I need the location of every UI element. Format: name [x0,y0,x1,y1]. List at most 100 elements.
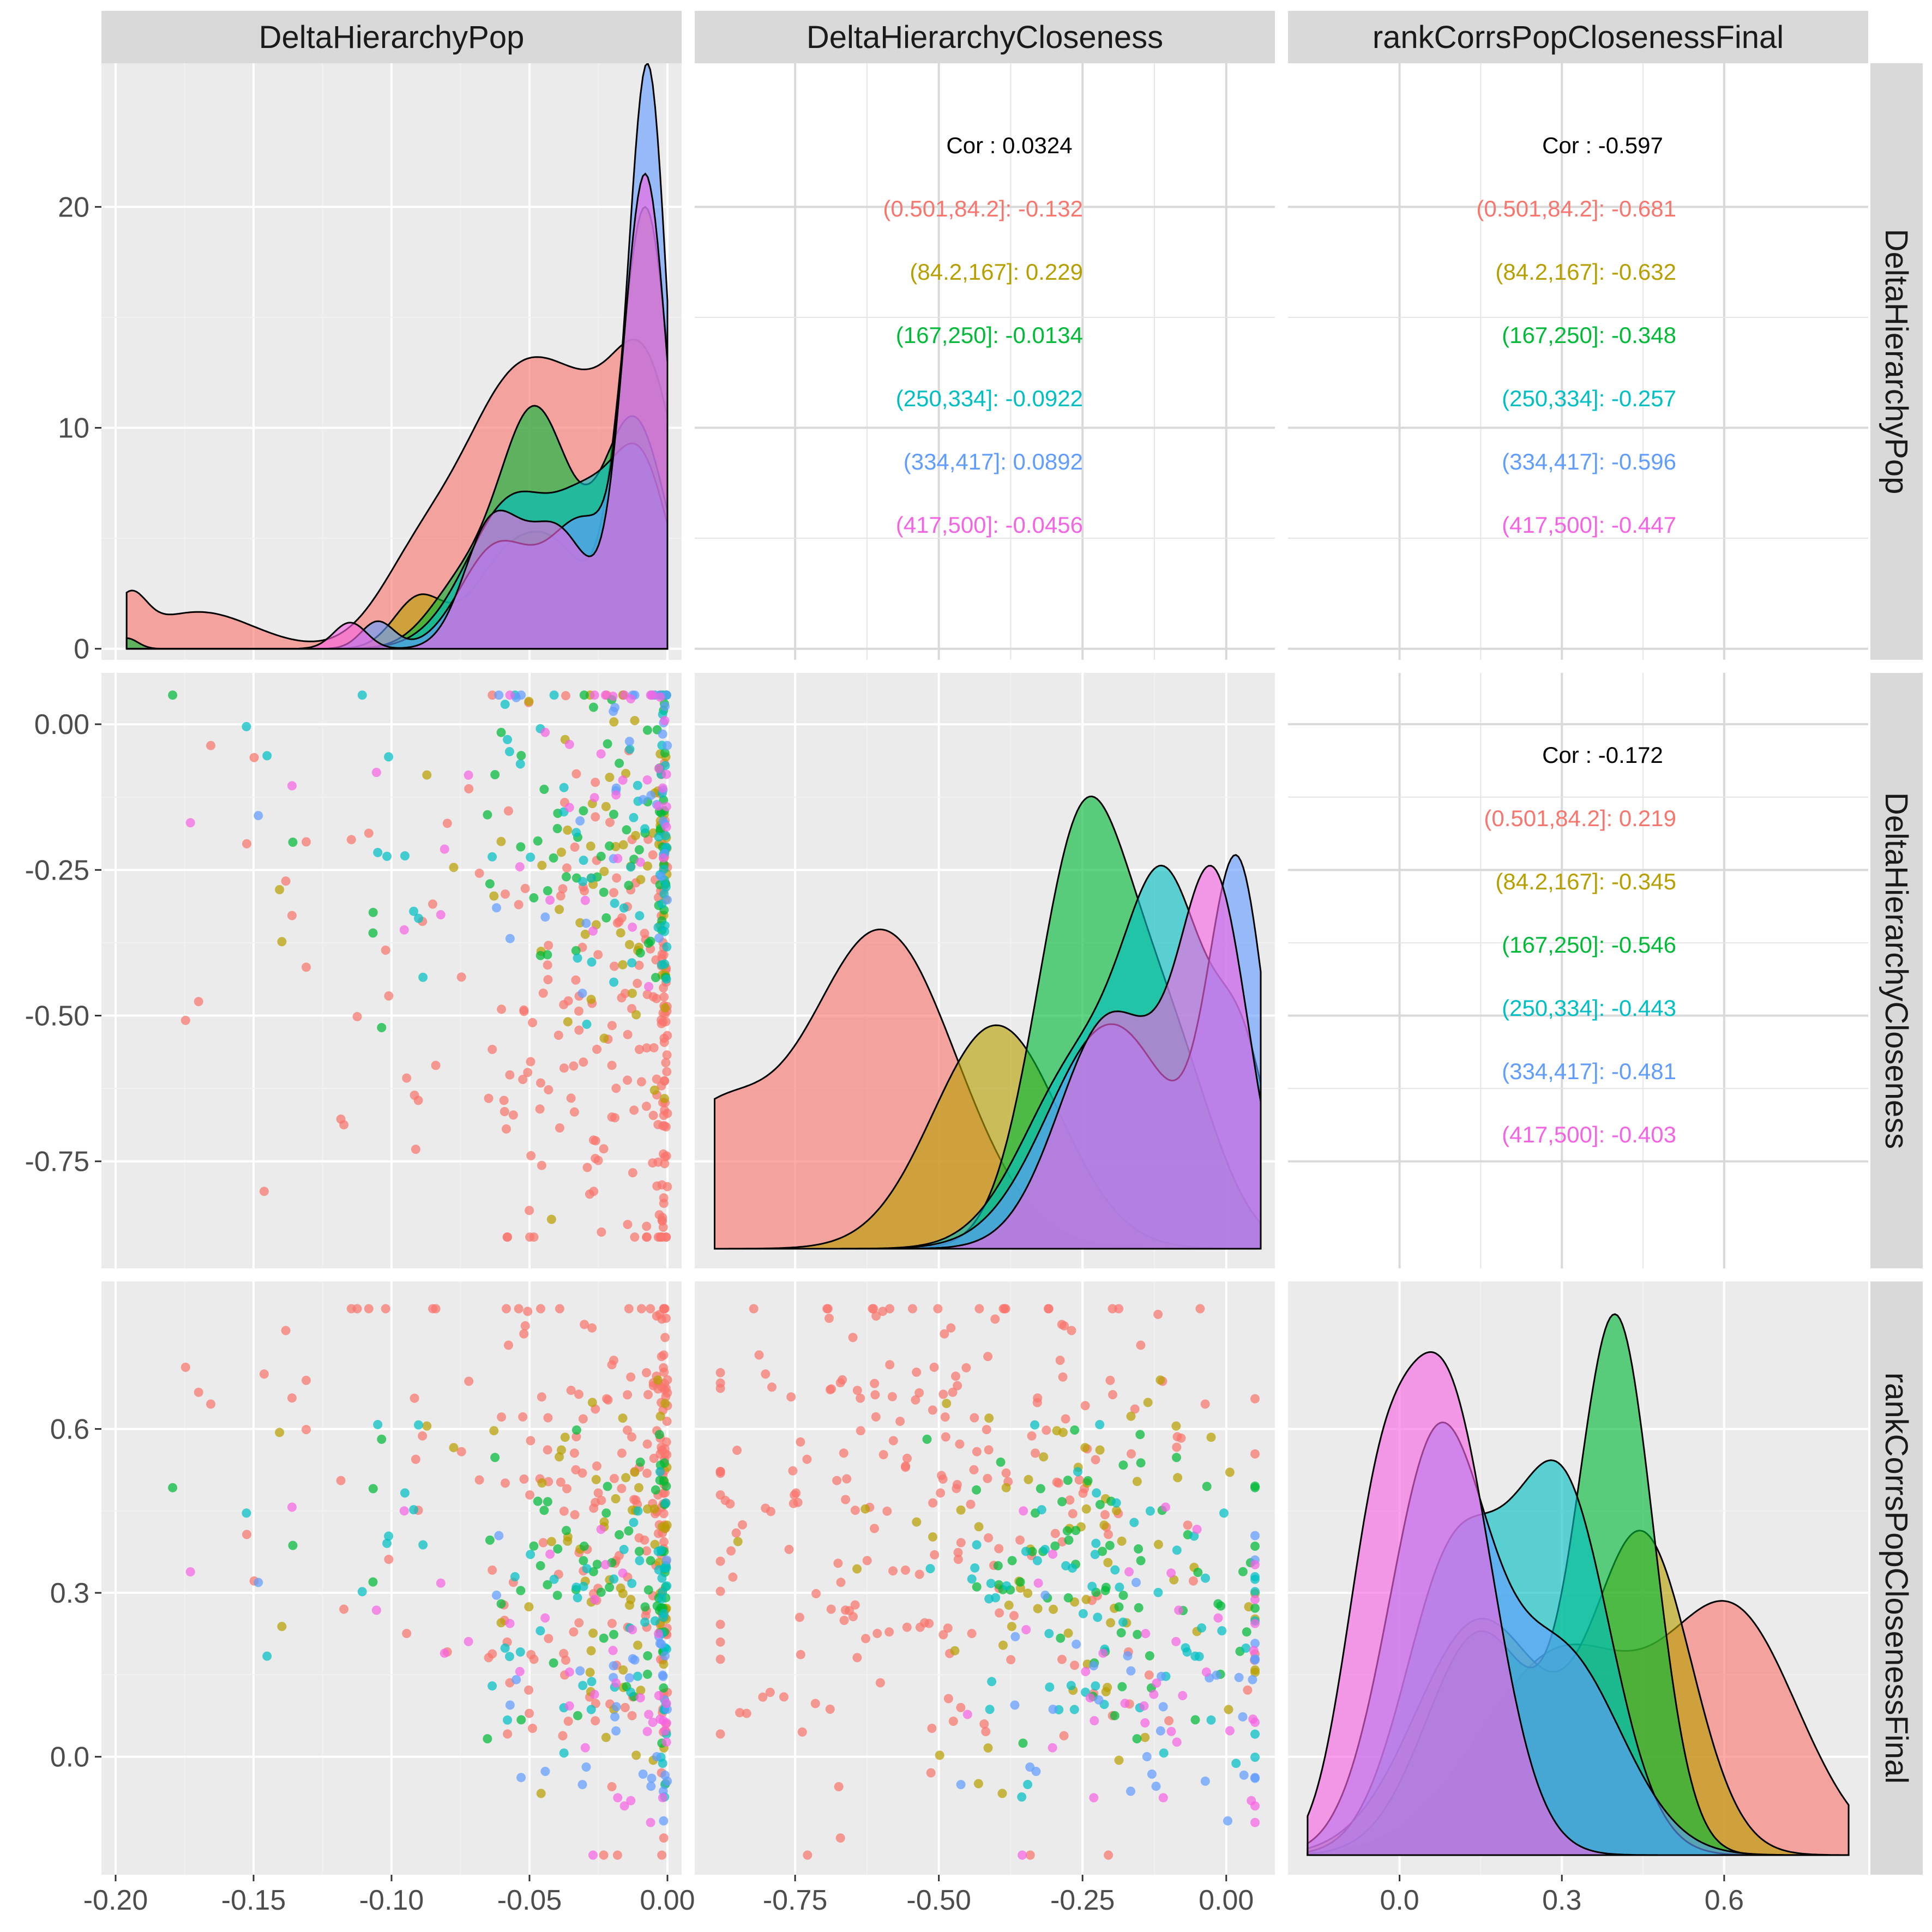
scatter-point [732,1446,742,1455]
scatter-point [575,1666,585,1676]
scatter-point [662,1555,671,1565]
scatter-point [1070,1425,1080,1435]
scatter-point [946,1323,956,1333]
scatter-point [381,1304,390,1314]
cor-group-label: (167,250]: -0.0134 [896,322,1083,348]
scatter-point [1078,1488,1088,1498]
scatter-point [436,1578,446,1588]
scatter-point [519,1474,529,1484]
scatter-point [399,925,409,935]
scatter-point [400,851,410,860]
scatter-point [659,853,668,863]
scatter-point [526,1151,536,1160]
scatter-point [259,1369,269,1379]
scatter-point [627,1711,637,1720]
strip-label-right-2: rankCorrsPopClosenessFinal [1879,1373,1914,1784]
scatter-point [660,1651,670,1661]
scatter-point [610,703,620,712]
scatter-point [848,1333,858,1343]
scatter-point [440,844,449,854]
scatter-point [570,1510,580,1520]
scatter-point [436,910,446,919]
scatter-point [357,690,367,700]
scatter-point [483,810,492,820]
scatter-point [346,835,356,845]
scatter-point [418,972,428,982]
scatter-point [1223,1816,1232,1826]
scatter-point [1118,1591,1128,1600]
scatter-point [1100,1510,1110,1520]
scatter-point [928,1405,937,1415]
scatter-point [972,1485,982,1495]
scatter-point [658,1213,667,1223]
scatter-point [1248,1675,1257,1684]
scatter-point [529,1541,539,1551]
scatter-point [715,1620,725,1629]
scatter-point [618,960,628,970]
scatter-point [262,751,272,761]
scatter-point [981,1727,991,1736]
scatter-point [526,1057,535,1067]
strip-top-0 [101,11,682,63]
scatter-point [603,739,612,749]
scatter-point [659,992,669,1002]
scatter-point [1143,1398,1153,1407]
scatter-point [503,735,513,744]
scatter-point [642,1232,651,1242]
scatter-point [559,1063,569,1073]
scatter-point [660,926,670,936]
scatter-point [852,1386,862,1395]
scatter-point [501,889,510,899]
scatter-point [574,1389,583,1399]
scatter-point [912,1517,922,1527]
scatter-point [1164,1716,1174,1726]
scatter-point [607,1782,617,1791]
scatter-point [1173,1473,1183,1483]
scatter-point [1171,1636,1181,1646]
scatter-point [1145,1506,1155,1516]
scatter-point [953,1555,963,1564]
scatter-point [505,1618,515,1628]
y-tick-label: -0.50 [25,1001,89,1032]
scatter-point [628,1625,637,1635]
scatter-point [654,933,664,943]
scatter-point [935,1750,944,1760]
scatter-point [596,851,606,861]
scatter-point [585,1189,594,1199]
scatter-point [1206,1715,1216,1725]
scatter-point [497,1004,507,1014]
strips-layer: DeltaHierarchyPop DeltaHierarchyCloseness… [101,11,1923,1875]
scatter-point [659,1609,669,1618]
cor-overall-label: Cor : 0.0324 [946,133,1072,158]
scatter-point [623,1030,633,1039]
scatter-point [648,1111,658,1120]
scatter-point [870,1379,880,1388]
scatter-point [715,1468,725,1478]
scatter-point [501,1478,510,1488]
scatter-point [563,1536,573,1546]
scatter-point [618,1665,628,1675]
scatter-point [653,1375,663,1385]
scatter-point [523,1307,533,1316]
panel-0-1 [695,63,1275,660]
scatter-point [562,863,571,873]
scatter-point [875,1678,885,1688]
scatter-point [1129,1518,1139,1527]
scatter-point [951,1371,960,1381]
scatter-point [516,1715,526,1725]
scatter-point [642,1221,652,1231]
scatter-point [536,1789,546,1798]
scatter-point [1144,1670,1154,1680]
scatter-layer [168,690,1260,1860]
scatter-point [483,1734,492,1744]
scatter-point [1105,1540,1115,1550]
scatter-point [418,1431,428,1441]
scatter-point [605,773,615,782]
scatter-point [596,1587,606,1597]
scatter-point [1172,1737,1182,1747]
scatter-point [663,895,672,905]
scatter-point [611,1702,621,1712]
scatter-point [1200,1399,1210,1409]
scatter-point [575,816,585,826]
scatter-point [569,1107,579,1117]
